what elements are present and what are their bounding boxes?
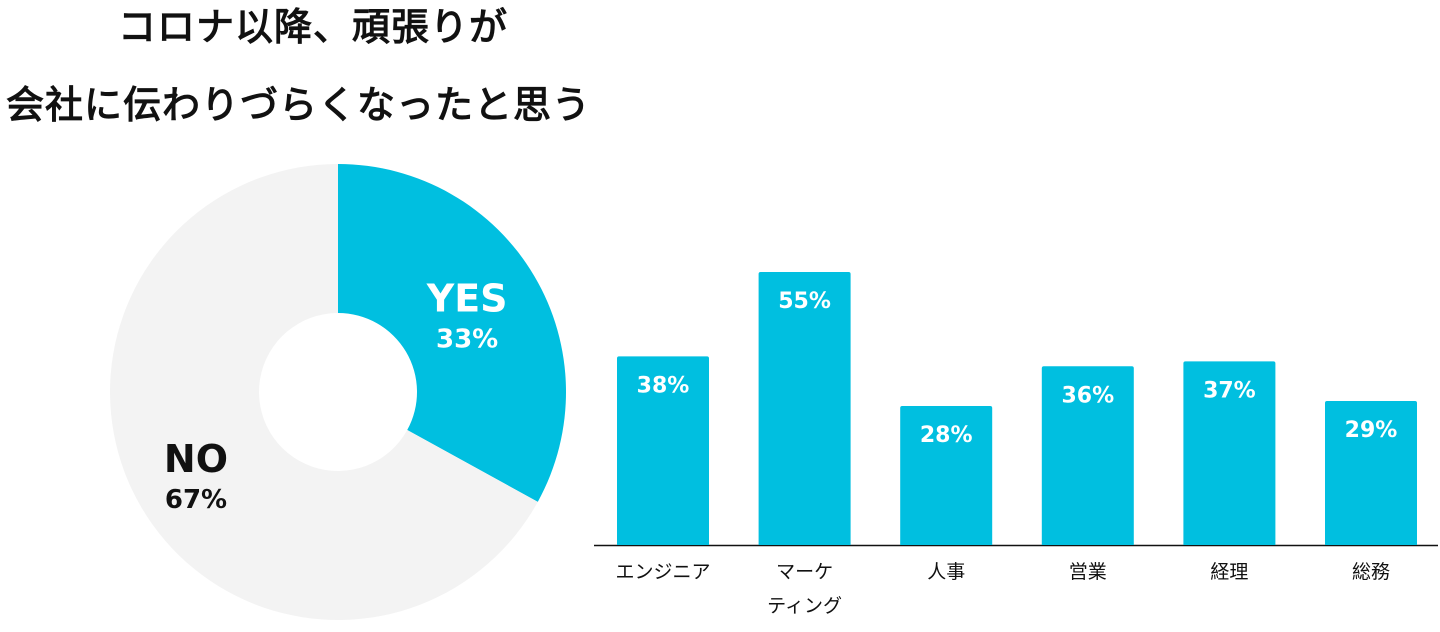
pie-label-no: NO (164, 437, 228, 481)
category-label-4: 経理 (1210, 561, 1248, 583)
bar-value-label-5: 29% (1345, 418, 1398, 443)
bar-0 (617, 356, 709, 545)
bar-value-label-1: 55% (778, 289, 831, 314)
category-label-1-0: マーケ (776, 561, 833, 583)
category-label-5: 総務 (1352, 561, 1390, 583)
bar-3 (1041, 366, 1134, 545)
pie-value-yes: 33% (436, 325, 498, 355)
pie-label-yes: YES (426, 277, 508, 321)
bar-4 (1183, 361, 1276, 545)
pie-slice-no (109, 164, 538, 620)
category-label-3: 営業 (1069, 561, 1107, 583)
chart-title-line-2: 会社に伝わりづらくなったと思う (6, 83, 592, 127)
pie-slice-yes (338, 164, 566, 502)
category-label-1-1: ティング (767, 595, 842, 617)
category-label-0: エンジニア (615, 561, 710, 583)
bar-value-label-4: 37% (1203, 378, 1256, 403)
bar-value-label-0: 38% (637, 373, 690, 398)
bar-1 (758, 272, 851, 545)
chart-title-line-1: コロナ以降、頑張りが (118, 5, 509, 49)
bar-5 (1325, 401, 1417, 545)
bar-value-label-2: 28% (920, 423, 973, 448)
category-label-2: 人事 (927, 561, 965, 583)
pie-value-no: 67% (165, 485, 227, 515)
bar-value-label-3: 36% (1061, 383, 1114, 408)
bar-2 (900, 406, 993, 545)
